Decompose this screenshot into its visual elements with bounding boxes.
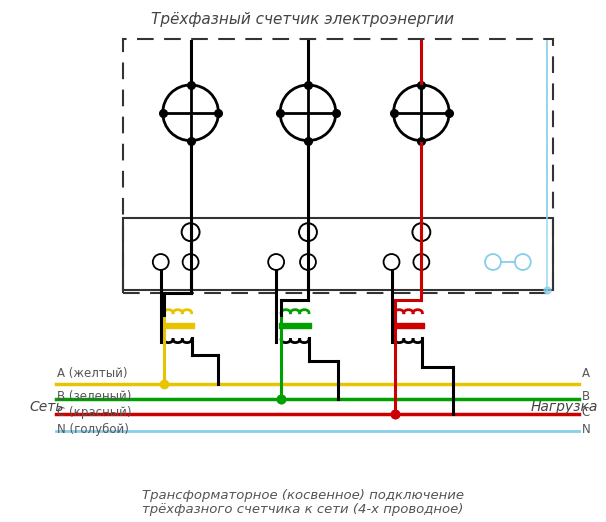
Text: Трёхфазный счетчик электроэнергии: Трёхфазный счетчик электроэнергии — [152, 12, 454, 27]
Bar — [123, 39, 553, 293]
Text: В (зеленый): В (зеленый) — [58, 390, 132, 403]
Text: С: С — [582, 406, 590, 419]
Text: С (красный): С (красный) — [58, 406, 132, 419]
Text: А (желтый): А (желтый) — [58, 367, 128, 380]
Text: N (голубой): N (голубой) — [58, 422, 129, 436]
Text: В: В — [582, 390, 590, 403]
Text: трёхфазного счетчика к сети (4-х проводное): трёхфазного счетчика к сети (4-х проводн… — [142, 503, 464, 516]
Bar — [123, 218, 553, 290]
Text: Нагрузка: Нагрузка — [531, 400, 598, 414]
Text: N: N — [582, 423, 590, 435]
Text: Трансформаторное (косвенное) подключение: Трансформаторное (косвенное) подключение — [142, 489, 464, 502]
Text: Сеть: Сеть — [30, 400, 64, 414]
Text: А: А — [582, 367, 590, 380]
